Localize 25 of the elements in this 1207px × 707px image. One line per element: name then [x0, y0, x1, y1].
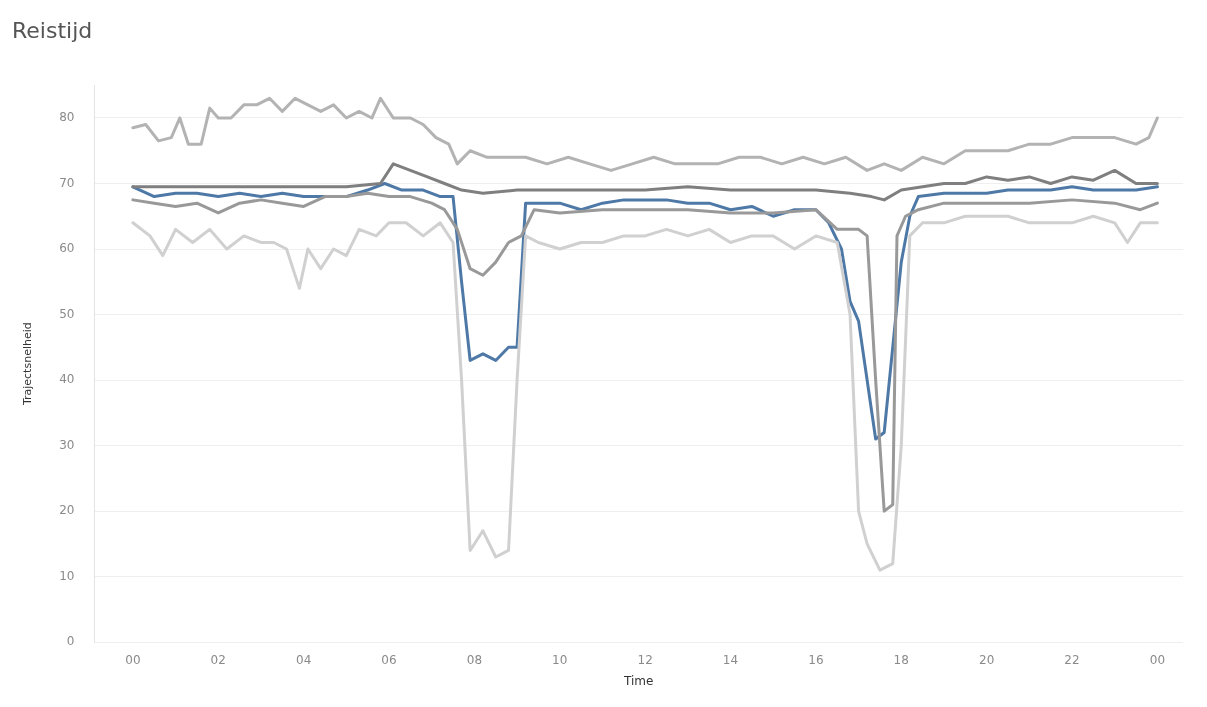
x-tick-label: 20	[979, 652, 995, 667]
x-tick-label: 16	[808, 652, 824, 667]
x-tick-label: 02	[210, 652, 226, 667]
y-tick-label: 20	[59, 503, 75, 518]
x-tick-label: 00	[125, 652, 141, 667]
y-axis-title: Trajectsnelheid	[21, 322, 35, 407]
x-tick-label: 14	[722, 652, 739, 667]
y-tick-label: 0	[66, 634, 75, 649]
y-tick-label: 30	[59, 437, 75, 452]
x-tick-label: 08	[466, 652, 483, 667]
y-tick-label: 70	[59, 175, 75, 190]
x-tick-label: 06	[381, 652, 397, 667]
x-tick-label: 22	[1064, 652, 1080, 667]
x-axis-title: Time	[623, 673, 654, 688]
x-tick-label: 18	[893, 652, 909, 667]
x-tick-label: 04	[296, 652, 312, 667]
y-tick-label: 60	[59, 241, 75, 256]
chart-title: Reistijd	[11, 17, 94, 45]
y-tick-label: 40	[59, 372, 75, 387]
x-tick-label: 12	[637, 652, 653, 667]
y-tick-label: 50	[59, 306, 75, 321]
y-tick-label: 10	[59, 568, 75, 583]
x-tick-label: 00	[1149, 652, 1166, 667]
x-tick-label: 10	[552, 652, 568, 667]
y-tick-label: 80	[59, 110, 75, 125]
